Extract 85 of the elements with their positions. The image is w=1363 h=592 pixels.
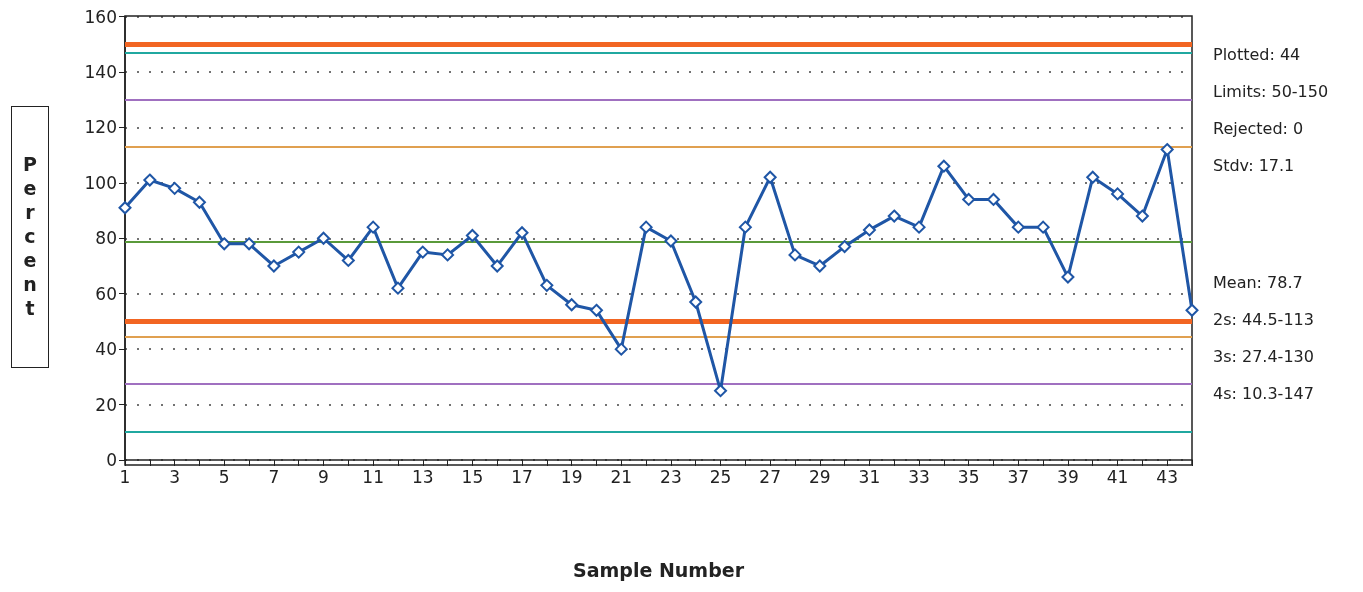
point [515,226,529,240]
point [1160,143,1174,157]
y-tick-label: 100 [84,172,117,193]
point [242,237,256,251]
x-tick-label: 23 [660,466,682,487]
point [540,278,554,292]
point [962,192,976,206]
x-tick-label: 21 [610,466,633,487]
x-tick-label: 31 [858,466,881,487]
point [664,234,678,248]
x-tick-label: 11 [362,466,384,487]
x-tick-label: 25 [709,466,732,487]
point [391,281,405,295]
y-tick-label: 120 [84,117,117,138]
point [1135,209,1149,223]
point [1086,170,1100,184]
point [416,245,430,259]
point [317,231,331,245]
x-tick-label: 19 [560,466,583,487]
x-tick-label: 29 [808,466,831,487]
point [763,170,777,184]
y-tick-label: 140 [84,61,117,82]
x-tick-label: 9 [318,466,329,487]
point [565,298,579,312]
x-tick-label: 17 [511,466,533,487]
x-tick-label: 43 [1156,466,1179,487]
point [887,209,901,223]
point [143,173,157,187]
text: Rejected: 0 [1213,118,1304,138]
x-tick-label: 3 [169,466,181,487]
x-tick-label: 7 [268,466,280,487]
x-tick-label: 37 [1007,466,1030,487]
point [267,259,281,273]
y-tick-label: 80 [95,228,117,249]
point [589,303,603,317]
point [813,259,827,273]
x-tick-label: 15 [461,466,484,487]
point [1061,270,1075,284]
point [986,192,1000,206]
point [217,237,231,251]
y-tick-label: 20 [95,394,117,415]
point [937,159,951,173]
point [1011,220,1025,234]
point [1111,187,1125,201]
text: 2s: 44.5-113 [1213,309,1314,329]
point [862,223,876,237]
y-tick-label: 60 [95,283,117,304]
point [341,253,355,267]
text: 4s: 10.3-147 [1213,383,1314,403]
y-tick-label: 160 [84,6,117,27]
x-tick-label: 33 [908,466,930,487]
point [366,220,380,234]
text: Limits: 50-150 [1213,81,1329,101]
x-tick-label: 1 [119,466,131,487]
point [168,181,182,195]
point [788,248,802,262]
point [441,248,455,262]
point [714,384,728,398]
point [838,240,852,254]
point [912,220,926,234]
point [292,245,306,259]
x-tick-label: 27 [759,466,781,487]
x-tick-label: 5 [218,466,230,487]
y-axis-title: Percent [19,153,41,321]
point [738,220,752,234]
point [689,295,703,309]
x-tick-label: 35 [957,466,980,487]
x-tick-label: 41 [1106,466,1129,487]
point [465,228,479,242]
x-tick-label: 39 [1057,466,1079,487]
text: Plotted: 44 [1213,44,1301,64]
point [1036,220,1050,234]
point [192,195,206,209]
x-axis-title: Sample Number [573,558,745,581]
text: Mean: 78.7 [1213,272,1303,292]
point [639,220,653,234]
point [1185,303,1199,317]
text: 3s: 27.4-130 [1213,346,1314,366]
point [614,342,628,356]
point [490,259,504,273]
point [118,201,132,215]
text: Stdv: 17.1 [1213,155,1295,175]
x-tick-label: 13 [411,466,434,487]
y-tick-label: 40 [95,339,117,360]
y-tick-label: 0 [106,450,117,470]
